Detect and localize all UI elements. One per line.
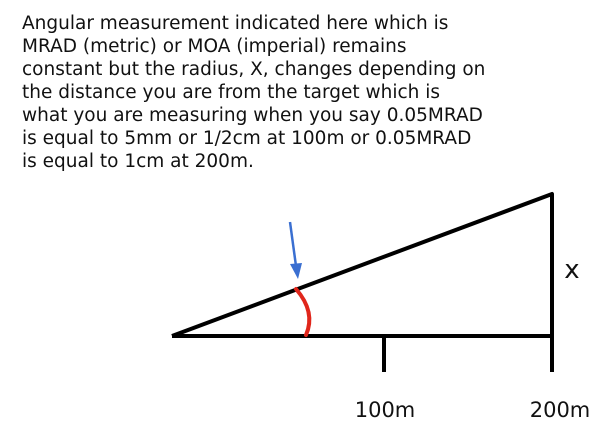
caption-line: what you are measuring when you say 0.05… [22, 105, 483, 126]
caption-line: the distance you are from the target whi… [22, 82, 441, 103]
distance-label: 200m [530, 398, 591, 422]
caption-line: is equal to 5mm or 1/2cm at 100m or 0.05… [22, 128, 472, 149]
arrow-head [290, 263, 302, 279]
caption-line: constant but the radius, X, changes depe… [22, 59, 486, 80]
caption-line: MRAD (metric) or MOA (imperial) remains [22, 36, 407, 57]
arrow-shaft [288, 221, 298, 267]
side-label: x [564, 255, 579, 285]
hypotenuse-and-side [171, 192, 554, 372]
caption-line: Angular measurement indicated here which… [22, 13, 449, 34]
caption: Angular measurement indicated here which… [22, 12, 485, 173]
caption-line: is equal to 1cm at 200m. [22, 151, 254, 172]
distance-label: 100m [355, 398, 416, 422]
angle-arc [294, 287, 312, 337]
